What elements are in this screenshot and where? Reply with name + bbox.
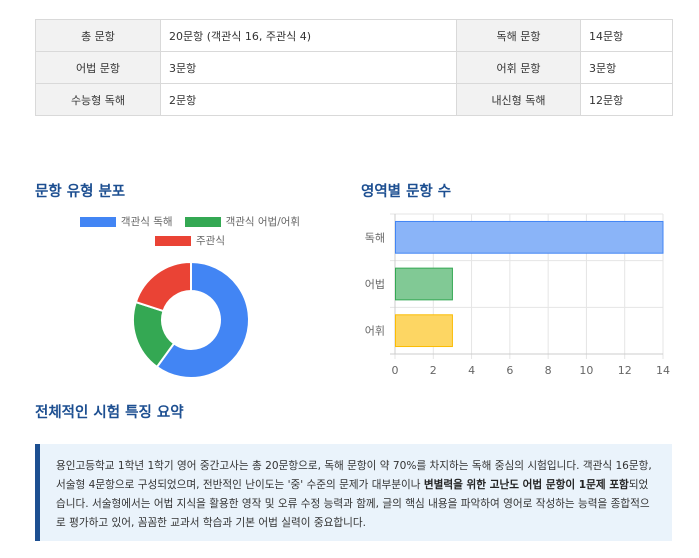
x-tick-label: 14	[656, 364, 670, 377]
pie-section-title: 문항 유형 분포	[35, 184, 126, 200]
legend-item: 객관식 독해	[79, 214, 173, 229]
x-tick-label: 10	[579, 364, 593, 377]
y-category-label: 어휘	[365, 325, 385, 338]
x-tick-label: 0	[392, 364, 399, 377]
summary-highlight: 변별력을 위한 고난도 어법 문항이 1문제 포함	[423, 479, 629, 491]
stat-label: 총 문항	[35, 19, 161, 52]
stat-value: 3문항	[580, 51, 673, 84]
summary-text-part: 용인고등학교 1학년 1학기 영어 중간고사는 총 20문항으로, 독해 문항이…	[56, 460, 652, 491]
x-tick-label: 8	[545, 364, 552, 377]
stats-row: 어법 문항 3문항 어휘 문항 3문항	[35, 51, 673, 84]
stat-label: 내신형 독해	[456, 83, 581, 116]
stat-label: 수능형 독해	[35, 83, 161, 116]
stat-value: 20문항 (객관식 16, 주관식 4)	[160, 19, 457, 52]
question-type-pie-chart	[132, 260, 250, 379]
legend-row: 주관식	[35, 233, 345, 248]
bar	[395, 267, 453, 301]
pie-slice	[155, 260, 250, 379]
bar-section-title: 영역별 문항 수	[361, 184, 452, 200]
stat-label: 어법 문항	[35, 51, 161, 84]
x-tick-label: 4	[468, 364, 475, 377]
stat-value: 3문항	[160, 51, 457, 84]
summary-text: 용인고등학교 1학년 1학기 영어 중간고사는 총 20문항으로, 독해 문항이…	[56, 457, 656, 533]
stats-row: 총 문항 20문항 (객관식 16, 주관식 4) 독해 문항 14문항	[35, 19, 673, 52]
legend-label: 객관식 독해	[120, 216, 173, 228]
legend-item: 주관식	[155, 233, 225, 248]
y-category-label: 어법	[365, 278, 385, 291]
legend-label: 주관식	[196, 235, 225, 247]
stat-value: 2문항	[160, 83, 457, 116]
exam-stats-body: 총 문항 20문항 (객관식 16, 주관식 4) 독해 문항 14문항 어법 문항 3문…	[35, 19, 673, 116]
legend-swatch	[155, 235, 191, 246]
legend-swatch	[184, 216, 221, 227]
x-tick-label: 6	[506, 364, 513, 377]
y-category-label: 독해	[365, 230, 385, 244]
bar	[395, 314, 453, 348]
x-tick-label: 12	[618, 364, 632, 377]
legend-swatch	[79, 216, 116, 227]
stat-label: 어휘 문항	[456, 51, 581, 84]
summary-text-part: 되었습니다. 서술형에서는 어법 지식을 활용한 영작 및 오류 수정 능력과 …	[56, 479, 650, 529]
summary-box: 용인고등학교 1학년 1학기 영어 중간고사는 총 20문항으로, 독해 문항이…	[35, 444, 672, 541]
bar	[395, 220, 664, 254]
stat-value: 12문항	[580, 83, 673, 116]
exam-stats-table: 총 문항 20문항 (객관식 16, 주관식 4) 독해 문항 14문항 어법 문항 3문…	[35, 19, 673, 116]
legend-label: 객관식 어법/어휘	[225, 216, 301, 228]
legend-item: 객관식 어법/어휘	[184, 214, 301, 229]
summary-title: 전체적인 시험 특징 요약	[35, 405, 184, 421]
x-tick-label: 2	[430, 364, 437, 377]
stat-label: 독해 문항	[456, 19, 581, 52]
pie-slice	[134, 260, 192, 313]
legend-row: 객관식 독해 객관식 어법/어휘	[35, 214, 345, 229]
pie-legend: 객관식 독해 객관식 어법/어휘 주관식	[35, 214, 345, 252]
stats-row: 수능형 독해 2문항 내신형 독해 12문항	[35, 83, 673, 116]
stat-value: 14문항	[580, 19, 673, 52]
